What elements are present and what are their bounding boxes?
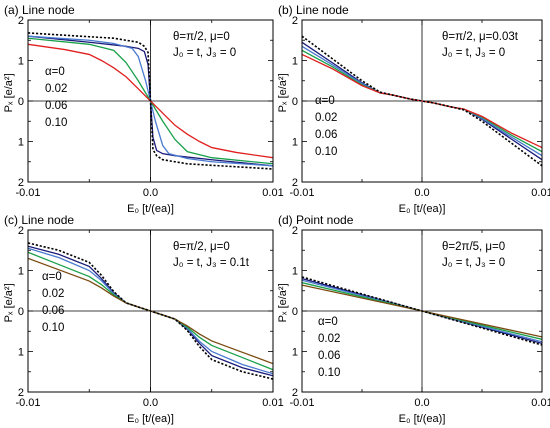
y-axis-label: Pₓ [e/a²] — [277, 283, 289, 322]
parameter-label: θ=π/2, μ=0.03t — [442, 31, 519, 43]
panel-title: (b) Line node — [278, 3, 349, 17]
y-tick-label: 0 — [18, 96, 24, 108]
y-axis-label: Pₓ [e/a²] — [3, 283, 15, 322]
y-tick-label: 2 — [292, 177, 298, 189]
y-tick-label: 0 — [292, 96, 298, 108]
alpha-label: 0.02 — [315, 112, 337, 124]
y-tick-label: 2 — [18, 15, 24, 27]
x-axis-label: E₀ [t/(ea)] — [399, 203, 446, 215]
alpha-label: 0.06 — [42, 305, 64, 317]
alpha-label: 0.10 — [45, 117, 67, 129]
series-group — [28, 242, 273, 380]
y-tick-label: 2 — [18, 177, 24, 189]
y-tick-label: 1 — [292, 137, 298, 149]
series-line-dashed-reference — [302, 276, 542, 346]
series-group — [302, 276, 542, 346]
series-line-dashed-reference — [28, 242, 273, 380]
x-axis-label: E₀ [t/(ea)] — [127, 413, 174, 425]
y-tick-label: 1 — [18, 266, 24, 278]
x-tick-label: 0.01 — [262, 187, 283, 199]
alpha-label: 0.02 — [318, 333, 340, 345]
x-axis-label: E₀ [t/(ea)] — [127, 203, 174, 215]
y-tick-label: 1 — [18, 56, 24, 68]
alpha-label: 0.02 — [42, 288, 64, 300]
parameter-label: θ=2π/5, μ=0 — [442, 241, 505, 253]
x-tick-label: 0.0 — [414, 397, 429, 409]
x-tick-label: 0.0 — [143, 397, 158, 409]
parameter-label: J₀ = t, J₃ = 0 — [442, 47, 505, 59]
alpha-label: α=0 — [42, 271, 62, 283]
y-tick-label: 2 — [18, 387, 24, 399]
alpha-label: 0.06 — [45, 100, 67, 112]
x-tick-label: 0.0 — [414, 187, 429, 199]
x-tick-label: 0.01 — [262, 397, 283, 409]
series-line-0.10 — [302, 53, 542, 149]
x-tick-label: -0.01 — [15, 397, 40, 409]
series-line-dashed-reference — [28, 32, 273, 170]
parameter-label: J₀ = t, J₃ = 0 — [442, 257, 505, 269]
alpha-label: 0.06 — [318, 350, 340, 362]
series-group — [302, 35, 542, 167]
y-tick-label: 2 — [292, 387, 298, 399]
x-tick-label: -0.01 — [289, 397, 314, 409]
alpha-label: 0.10 — [318, 367, 340, 379]
parameter-label: θ=π/2, μ=0 — [173, 31, 230, 43]
y-tick-label: 1 — [18, 347, 24, 359]
parameter-label: θ=π/2, μ=0 — [173, 241, 230, 253]
panel-title: (a) Line node — [4, 3, 75, 17]
series-group — [28, 32, 273, 170]
y-axis-label: Pₓ [e/a²] — [277, 73, 289, 112]
parameter-label: J₀ = t, J₃ = 0 — [173, 47, 236, 59]
y-tick-label: 0 — [292, 306, 298, 318]
y-tick-label: 2 — [18, 225, 24, 237]
alpha-label: 0.02 — [45, 83, 67, 95]
y-tick-label: 0 — [18, 306, 24, 318]
alpha-label: α=0 — [318, 316, 338, 328]
x-tick-label: -0.01 — [15, 187, 40, 199]
alpha-label: α=0 — [45, 66, 65, 78]
alpha-label: 0.06 — [315, 129, 337, 141]
y-axis-label: Pₓ [e/a²] — [3, 73, 15, 112]
y-tick-label: 1 — [18, 137, 24, 149]
x-tick-label: 0.0 — [143, 187, 158, 199]
panel-title: (d) Point node — [278, 213, 354, 227]
y-tick-label: 1 — [292, 347, 298, 359]
y-tick-label: 2 — [292, 15, 298, 27]
alpha-label: 0.10 — [42, 322, 64, 334]
y-tick-label: 1 — [292, 56, 298, 68]
x-tick-label: 0.01 — [531, 187, 550, 199]
y-tick-label: 2 — [292, 225, 298, 237]
y-tick-label: 1 — [292, 266, 298, 278]
x-axis-label: E₀ [t/(ea)] — [399, 413, 446, 425]
panel-title: (c) Line node — [4, 213, 74, 227]
x-tick-label: -0.01 — [289, 187, 314, 199]
parameter-label: J₀ = t, J₃ = 0.1t — [173, 257, 250, 269]
x-tick-label: 0.01 — [531, 397, 550, 409]
alpha-label: 0.10 — [315, 146, 337, 158]
alpha-label: α=0 — [315, 95, 335, 107]
